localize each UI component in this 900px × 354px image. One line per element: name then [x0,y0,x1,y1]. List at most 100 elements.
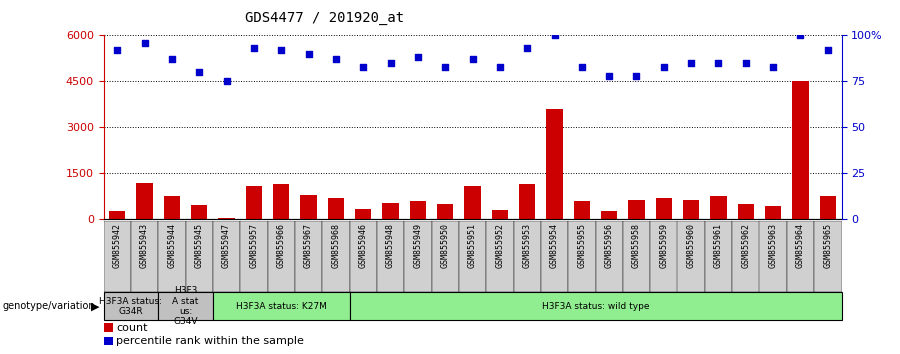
Bar [573,201,590,219]
Bar [514,221,541,292]
Bar [787,221,814,292]
Text: GSM855946: GSM855946 [359,223,368,268]
Bar [382,202,399,219]
Bar [104,324,112,332]
Bar [109,211,125,219]
Text: GSM855953: GSM855953 [523,223,532,268]
Bar [158,221,185,292]
Bar [464,186,481,219]
Point [165,57,179,62]
Bar [273,184,290,219]
Point [520,45,535,51]
Bar [328,198,344,219]
Bar [459,221,486,292]
Text: GDS4477 / 201920_at: GDS4477 / 201920_at [246,11,404,25]
Point [711,60,725,66]
Point [110,47,124,53]
Bar [431,221,459,292]
Bar [710,196,726,219]
Bar [601,211,617,219]
Text: GSM855948: GSM855948 [386,223,395,268]
Text: GSM855962: GSM855962 [742,223,751,268]
Text: H3F3A status: wild type: H3F3A status: wild type [542,302,649,311]
Point [328,57,343,62]
Text: GSM855967: GSM855967 [304,223,313,268]
Point [492,64,507,69]
Point [383,60,398,66]
Text: GSM855943: GSM855943 [140,223,149,268]
Bar [191,205,207,219]
Bar [410,201,426,219]
Text: H3F3A status: K27M: H3F3A status: K27M [236,302,327,311]
Text: H3F3
A stat
us:
G34V: H3F3 A stat us: G34V [172,286,199,326]
Bar [678,221,705,292]
Point [657,64,671,69]
Bar [760,221,787,292]
Point [274,47,288,53]
Text: GSM855963: GSM855963 [769,223,778,268]
Bar [164,196,180,219]
Text: GSM855954: GSM855954 [550,223,559,268]
Text: GSM855956: GSM855956 [605,223,614,268]
Text: GSM855968: GSM855968 [331,223,340,268]
Text: GSM855960: GSM855960 [687,223,696,268]
Text: GSM855966: GSM855966 [276,223,285,268]
Point [574,64,589,69]
Text: GSM855944: GSM855944 [167,223,176,268]
Point [192,69,206,75]
Text: GSM855965: GSM855965 [824,223,832,268]
Text: GSM855945: GSM855945 [194,223,203,268]
Bar [546,109,562,219]
Bar [185,221,212,292]
Bar [792,81,809,219]
Bar [541,221,568,292]
Bar [295,221,322,292]
Bar [377,221,404,292]
Text: H3F3A status:
G34R: H3F3A status: G34R [99,297,162,316]
Text: genotype/variation: genotype/variation [3,301,95,311]
Point [438,64,453,69]
Bar [267,221,295,292]
Bar [596,221,623,292]
Text: GSM855951: GSM855951 [468,223,477,268]
Bar [130,221,158,292]
Bar [212,292,349,320]
Bar [136,183,153,219]
Bar [158,292,212,320]
Bar [104,221,130,292]
Text: GSM855947: GSM855947 [222,223,231,268]
Bar [104,337,112,345]
Bar [240,221,267,292]
Bar [738,204,754,219]
Bar [486,221,514,292]
Bar [349,292,842,320]
Bar [355,209,372,219]
Bar [820,196,836,219]
Point [684,60,698,66]
Text: GSM855952: GSM855952 [495,223,504,268]
Text: GSM855949: GSM855949 [413,223,422,268]
Bar [491,210,508,219]
Bar [623,221,650,292]
Bar [650,221,678,292]
Point [410,55,425,60]
Bar [404,221,431,292]
Bar [765,206,781,219]
Text: GSM855961: GSM855961 [714,223,723,268]
Point [793,33,807,38]
Text: GSM855964: GSM855964 [796,223,805,268]
Text: GSM855950: GSM855950 [441,223,450,268]
Bar [705,221,733,292]
Text: GSM855959: GSM855959 [660,223,669,268]
Text: GSM855942: GSM855942 [112,223,122,268]
Point [465,57,480,62]
Bar [655,198,672,219]
Text: GSM855955: GSM855955 [577,223,586,268]
Bar [212,221,240,292]
Bar [437,204,454,219]
Text: GSM855957: GSM855957 [249,223,258,268]
Point [138,40,152,46]
Text: count: count [116,322,148,333]
Bar [814,221,842,292]
Bar [683,200,699,219]
